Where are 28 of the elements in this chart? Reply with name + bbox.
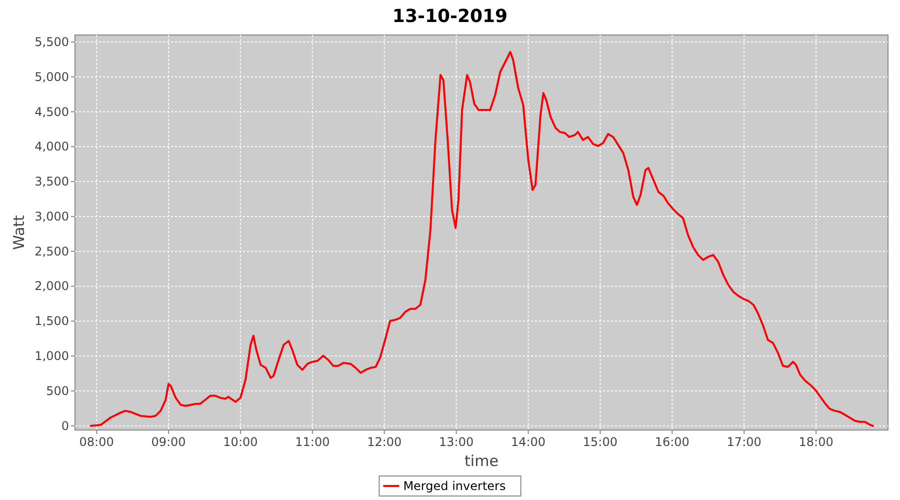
y-tick-label: 5,500 <box>34 34 69 49</box>
y-tick-label: 0 <box>61 418 69 433</box>
x-tick-label: 11:00 <box>295 435 330 449</box>
y-tick-label: 1,000 <box>34 349 69 364</box>
y-tick-label: 4,000 <box>34 140 69 154</box>
y-tick-label: 5,000 <box>34 70 69 84</box>
x-tick-label: 17:00 <box>726 435 762 449</box>
x-tick-label: 14:00 <box>510 435 546 449</box>
y-tick-label: 3,000 <box>34 209 69 224</box>
y-tick-label: 2,500 <box>34 244 69 258</box>
y-tick-label: 2,000 <box>34 279 69 294</box>
x-tick-label: 12:00 <box>367 435 402 449</box>
x-tick-label: 09:00 <box>151 435 186 449</box>
y-tick-label: 3,500 <box>34 174 69 189</box>
x-axis-title: time <box>464 452 498 470</box>
y-axis-title: Watt <box>10 214 28 250</box>
line-series <box>90 50 874 427</box>
y-tick-label: 1,500 <box>34 314 69 328</box>
x-tick-label: 18:00 <box>798 435 834 449</box>
chart-title: 13-10-2019 <box>392 6 508 27</box>
x-tick-label: 08:00 <box>79 435 114 449</box>
y-tick-label: 4,500 <box>34 104 69 119</box>
x-tick-label: 16:00 <box>654 435 690 449</box>
x-tick-label: 13:00 <box>439 435 474 449</box>
y-tick-label: 500 <box>46 384 69 398</box>
x-tick-label: 15:00 <box>582 435 618 449</box>
x-tick-label: 10:00 <box>223 435 258 449</box>
legend-label: Merged inverters <box>403 479 506 493</box>
